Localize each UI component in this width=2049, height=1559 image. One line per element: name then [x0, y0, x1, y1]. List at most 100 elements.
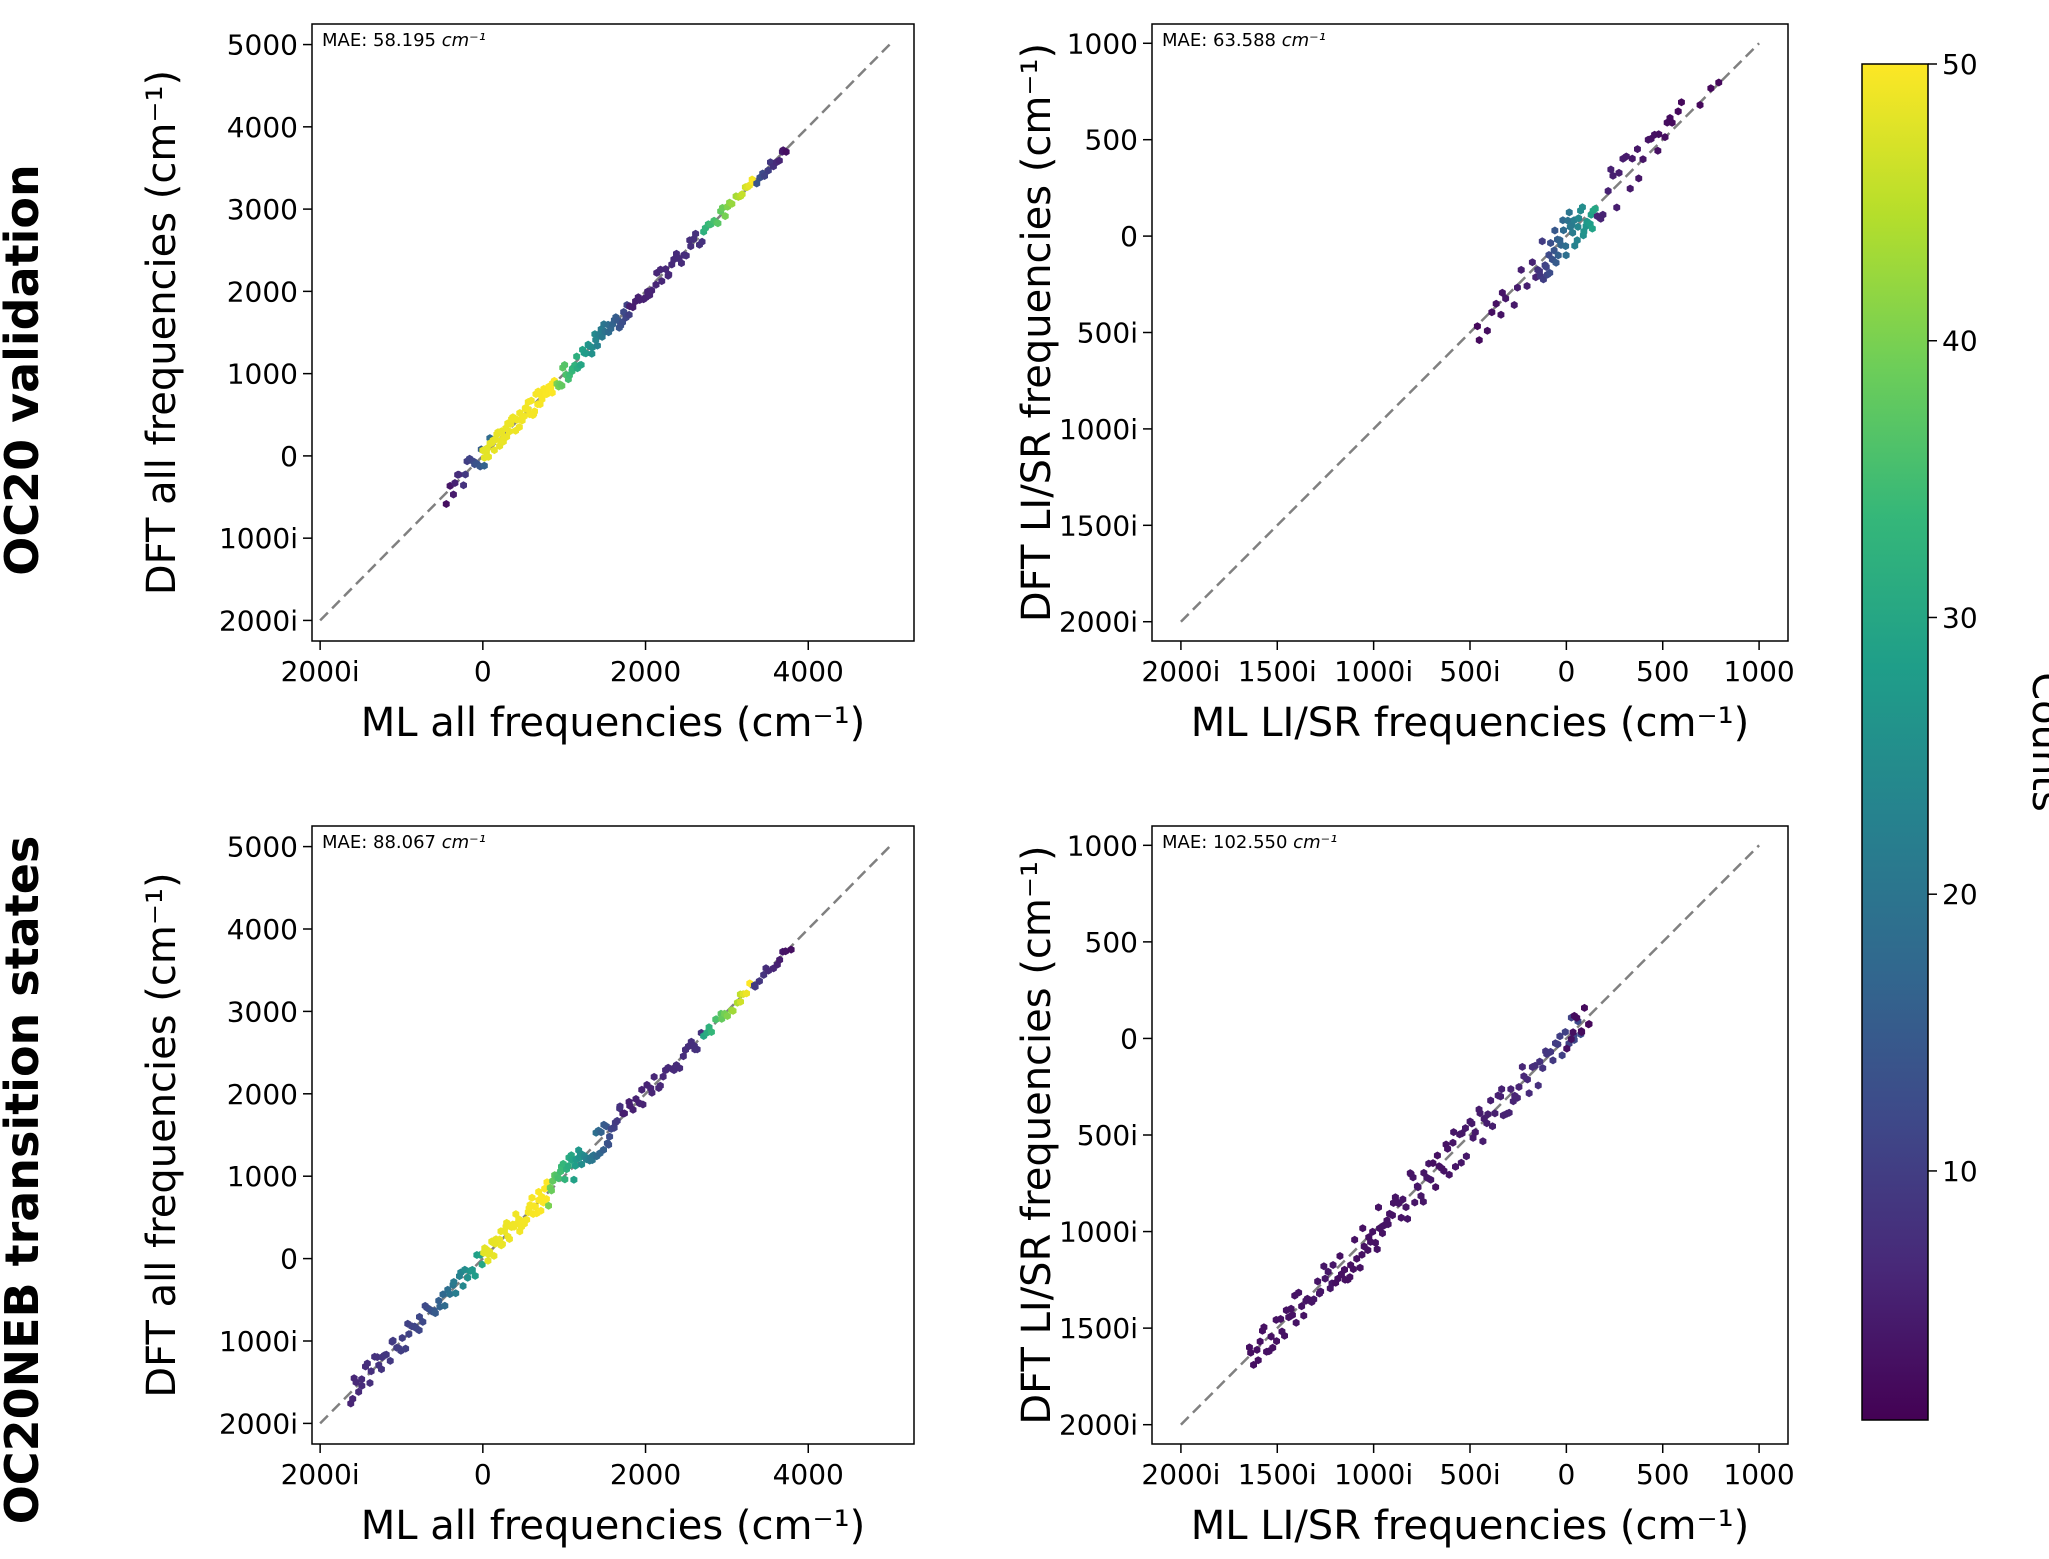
hexbin-cell [1254, 1356, 1262, 1365]
hexbin-cell [386, 1356, 394, 1365]
hexbin-cell [629, 1105, 637, 1114]
hexbin-cell [1300, 1311, 1308, 1320]
hexbin-cell [1364, 1246, 1372, 1255]
hexbin-cell [1668, 118, 1676, 127]
colorbar-gradient [1861, 63, 1929, 1421]
hexbin-cell [659, 1072, 667, 1081]
hexbin-cell [738, 190, 746, 199]
hexbin-cell [582, 349, 590, 358]
y-tick-label: 500i [1077, 317, 1138, 350]
hexbin-cell [1250, 1360, 1257, 1369]
hexbin-cell [460, 481, 467, 490]
hexbin-cell [1468, 1119, 1476, 1128]
hexbin-cell [1556, 1032, 1564, 1041]
hexbin-cell [450, 490, 457, 499]
hexbin-cell [1707, 84, 1715, 93]
hexbin-cell [1471, 1128, 1479, 1137]
hexbin-cell [1575, 214, 1583, 223]
hexbin-cell [613, 1116, 621, 1125]
reference-line [1180, 844, 1760, 1426]
hexbin-cell [1452, 1162, 1459, 1171]
hexbin-cell [1247, 1348, 1255, 1357]
panel-oc20neb-lisr-frequencies: MAE: 102.550 cm⁻¹ 2000i 1500i 1000i 500i 0 500… [1014, 825, 1795, 1549]
y-axis-label: DFT LI/SR frequencies (cm⁻¹) [1014, 845, 1060, 1424]
mae-annotation: MAE: 88.067 cm⁻¹ [322, 832, 486, 853]
hexbin-cell [1502, 294, 1510, 303]
hexbin-cell [1591, 204, 1599, 213]
hexbin-cell [1565, 208, 1573, 217]
hexbin-cell [1351, 1235, 1359, 1244]
hexbin-cell [1523, 282, 1531, 290]
hexbin-cell [1552, 258, 1560, 267]
hexbin-cell [1489, 1122, 1496, 1131]
hexbin-cell [1429, 1159, 1437, 1168]
y-tick-label: 1000i [1059, 1216, 1138, 1249]
hexbin-cell [358, 1381, 366, 1390]
hexbin-cell [1397, 1213, 1405, 1222]
colorbar-ticks: 10 20 30 40 50 [1928, 48, 1978, 1188]
hexbin-cell [1267, 1332, 1275, 1341]
y-tick-label: 1000i [219, 1325, 298, 1358]
x-tick-label: 2000i [1141, 655, 1220, 688]
hexbin-cell [564, 1162, 572, 1171]
y-tick-label: 3000 [227, 995, 298, 1028]
hexbin-cell [435, 1296, 443, 1305]
x-tick-label: 500i [1439, 1458, 1500, 1491]
hexbin-cell [679, 1052, 687, 1061]
hexbin-cell [366, 1379, 374, 1387]
hexbin-cell [1487, 1096, 1495, 1105]
hexbin-cell [1458, 1129, 1466, 1138]
y-tick-label: 2000i [1059, 1409, 1138, 1442]
hexbin-cell [1517, 265, 1525, 274]
hexbin-cell [1359, 1224, 1367, 1233]
hexbin-cell [405, 1330, 413, 1339]
hexbin-cell [1578, 1028, 1586, 1037]
hexbin-cell [737, 997, 744, 1006]
hexbin-points [1473, 78, 1723, 345]
hexbin-cell [708, 1028, 715, 1036]
hexbin-cell [1498, 288, 1506, 297]
hexbin-cell [1277, 1315, 1285, 1323]
hexbin-cell [471, 1271, 479, 1280]
y-tick-label: 5000 [227, 831, 298, 864]
hexbin-cell [1389, 1211, 1396, 1220]
hexbin-cell [1536, 1057, 1544, 1066]
hexbin-cell [1314, 1277, 1322, 1286]
x-tick-label: 1500i [1238, 1458, 1317, 1491]
plot-area [311, 23, 915, 642]
hexbin-cell [676, 1064, 684, 1073]
hexbin-cell [605, 1140, 613, 1149]
hexbin-cell [1571, 241, 1579, 250]
hexbin-cell [1484, 1110, 1492, 1119]
panel-oc20-lisr-frequencies: MAE: 63.588 cm⁻¹ 2000i 1500i 1000i 500i 0 500 1… [1014, 23, 1795, 746]
hexbin-cell [542, 1195, 550, 1203]
hexbin-cell [1505, 1108, 1513, 1117]
hexbin-cell [1674, 107, 1682, 116]
colorbar-label: Counts [2023, 672, 2049, 812]
hexbin-cell [1476, 1109, 1484, 1118]
hexbin-cell [1356, 1263, 1364, 1272]
hexbin-cell [693, 1045, 701, 1054]
hexbin-cell [1292, 1318, 1300, 1327]
hexbin-cell [656, 1081, 664, 1090]
hexbin-cell [1547, 1047, 1554, 1056]
hexbin-cell [1281, 1331, 1288, 1340]
hexbin-cell [761, 172, 768, 180]
hexbin-cell [1260, 1323, 1268, 1332]
hexbin-cell [1569, 228, 1577, 237]
hexbin-cell [1569, 1028, 1577, 1037]
hexbin-cell [692, 229, 700, 238]
colorbar-tick-label: 50 [1942, 48, 1978, 81]
hexbin-cell [1562, 251, 1570, 260]
hexbin-cell [1404, 1214, 1411, 1223]
hexbin-cell [1491, 1109, 1499, 1118]
hexbin-cell [1573, 1013, 1581, 1022]
y-tick-label: 1000i [219, 522, 298, 555]
x-tick-label: 2000 [610, 655, 681, 688]
hexbin-cell [527, 396, 535, 405]
hexbin-cell [537, 1206, 545, 1215]
hexbin-cell [764, 166, 772, 175]
hexbin-cell [490, 1251, 498, 1260]
hexbin-cell [378, 1365, 385, 1374]
x-tick-label: 4000 [773, 1458, 844, 1491]
